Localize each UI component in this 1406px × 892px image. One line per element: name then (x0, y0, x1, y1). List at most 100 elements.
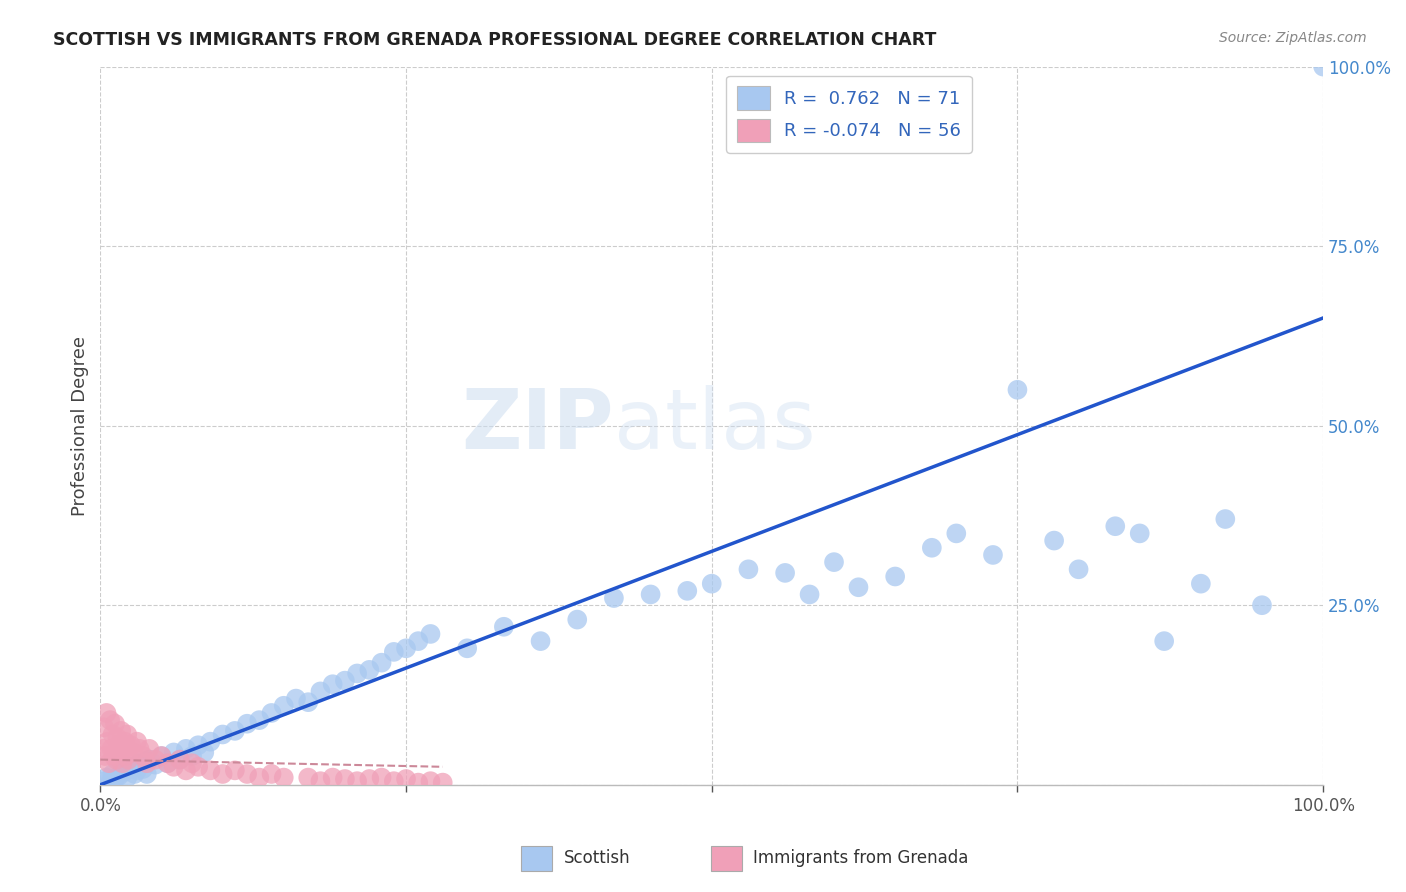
Point (419, 627, 441, 641)
Point (110, 723, 132, 738)
Point (187, 760, 209, 774)
Point (93, 720, 115, 734)
Point (370, 771, 392, 785)
Point (132, 762, 155, 776)
Point (406, 634, 429, 648)
Point (260, 706, 283, 720)
Point (981, 548, 1004, 562)
Text: atlas: atlas (614, 385, 815, 467)
Point (273, 698, 295, 713)
Point (135, 767, 157, 781)
Point (111, 764, 134, 778)
Point (700, 576, 723, 591)
Point (193, 746, 215, 760)
Point (419, 774, 441, 789)
Point (105, 753, 128, 767)
Point (128, 756, 150, 771)
Point (1312, 60, 1334, 74)
Point (529, 634, 551, 648)
Point (1007, 383, 1029, 397)
Point (236, 716, 259, 731)
Point (122, 746, 145, 760)
Point (247, 771, 270, 785)
Point (884, 569, 907, 583)
Point (297, 695, 319, 709)
Point (1067, 562, 1090, 576)
Point (138, 742, 160, 756)
Point (174, 764, 197, 778)
Point (101, 767, 124, 781)
Legend: R =  0.762   N = 71, R = -0.074   N = 56: R = 0.762 N = 71, R = -0.074 N = 56 (727, 76, 972, 153)
Point (333, 673, 356, 688)
Point (135, 756, 157, 771)
Point (309, 684, 332, 698)
Point (98, 713, 121, 727)
Point (150, 749, 173, 764)
Point (236, 767, 259, 781)
Point (1043, 533, 1066, 548)
Point (322, 677, 344, 691)
Point (799, 587, 821, 601)
Point (211, 767, 233, 781)
Point (128, 742, 150, 756)
Point (456, 641, 478, 656)
Point (132, 749, 155, 764)
Text: ZIP: ZIP (461, 385, 614, 467)
Point (200, 764, 222, 778)
Point (111, 756, 134, 771)
Point (1129, 526, 1152, 541)
Point (273, 771, 295, 785)
Point (104, 716, 127, 731)
Point (114, 764, 136, 779)
Point (346, 666, 368, 681)
Point (187, 738, 209, 752)
Point (93, 774, 115, 789)
Point (382, 774, 405, 789)
Point (107, 769, 129, 783)
Point (114, 734, 136, 748)
Point (309, 774, 332, 789)
Point (200, 734, 222, 748)
Point (181, 756, 204, 771)
Point (169, 753, 191, 767)
Point (603, 591, 626, 605)
Point (156, 756, 179, 771)
Point (359, 663, 381, 677)
Point (150, 749, 173, 764)
Point (432, 775, 454, 789)
Text: Scottish: Scottish (564, 849, 630, 867)
Point (297, 771, 319, 785)
Point (359, 772, 381, 786)
Point (91, 742, 114, 756)
Text: Source: ZipAtlas.com: Source: ZipAtlas.com (1219, 31, 1367, 45)
Point (103, 749, 125, 764)
Point (163, 760, 186, 774)
Point (395, 772, 418, 786)
Point (676, 583, 699, 598)
Point (346, 774, 368, 789)
Point (492, 620, 515, 634)
Point (322, 771, 344, 785)
Point (96, 706, 118, 720)
Point (169, 753, 191, 767)
Point (224, 723, 246, 738)
Point (211, 727, 233, 741)
Point (145, 753, 167, 767)
Point (101, 727, 124, 741)
Point (97, 756, 120, 771)
Point (120, 738, 142, 752)
Text: Immigrants from Grenada: Immigrants from Grenada (754, 849, 969, 867)
Point (224, 764, 246, 778)
Point (98, 775, 121, 789)
Point (945, 526, 967, 541)
Point (138, 753, 160, 767)
Point (823, 555, 845, 569)
Point (107, 738, 129, 752)
Point (247, 713, 270, 727)
Point (333, 772, 356, 786)
Point (567, 613, 589, 627)
Point (125, 764, 148, 778)
Point (156, 756, 179, 771)
Point (395, 641, 418, 656)
Point (370, 656, 392, 670)
